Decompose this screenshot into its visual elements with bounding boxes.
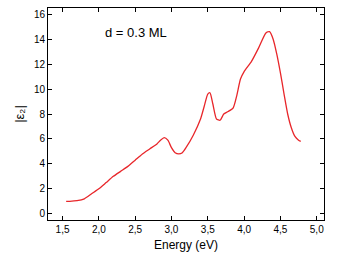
svg-text:3,0: 3,0	[165, 224, 179, 235]
svg-text:6: 6	[39, 133, 45, 144]
svg-text:4: 4	[39, 158, 45, 169]
svg-text:3,5: 3,5	[201, 224, 215, 235]
svg-text:10: 10	[34, 84, 46, 95]
svg-text:2,5: 2,5	[128, 224, 142, 235]
svg-text:|ε₂|: |ε₂|	[12, 105, 27, 123]
svg-text:14: 14	[34, 34, 46, 45]
svg-text:2,0: 2,0	[92, 224, 106, 235]
svg-text:16: 16	[34, 9, 46, 20]
svg-text:12: 12	[34, 59, 46, 70]
svg-text:d = 0.3 ML: d = 0.3 ML	[105, 25, 167, 40]
svg-text:4,5: 4,5	[273, 224, 287, 235]
svg-text:5,0: 5,0	[310, 224, 324, 235]
svg-text:0: 0	[39, 208, 45, 219]
svg-text:Energy (eV): Energy (eV)	[154, 238, 218, 252]
svg-text:8: 8	[39, 109, 45, 120]
svg-text:2: 2	[39, 183, 45, 194]
svg-text:1,5: 1,5	[56, 224, 70, 235]
svg-text:4,0: 4,0	[237, 224, 251, 235]
